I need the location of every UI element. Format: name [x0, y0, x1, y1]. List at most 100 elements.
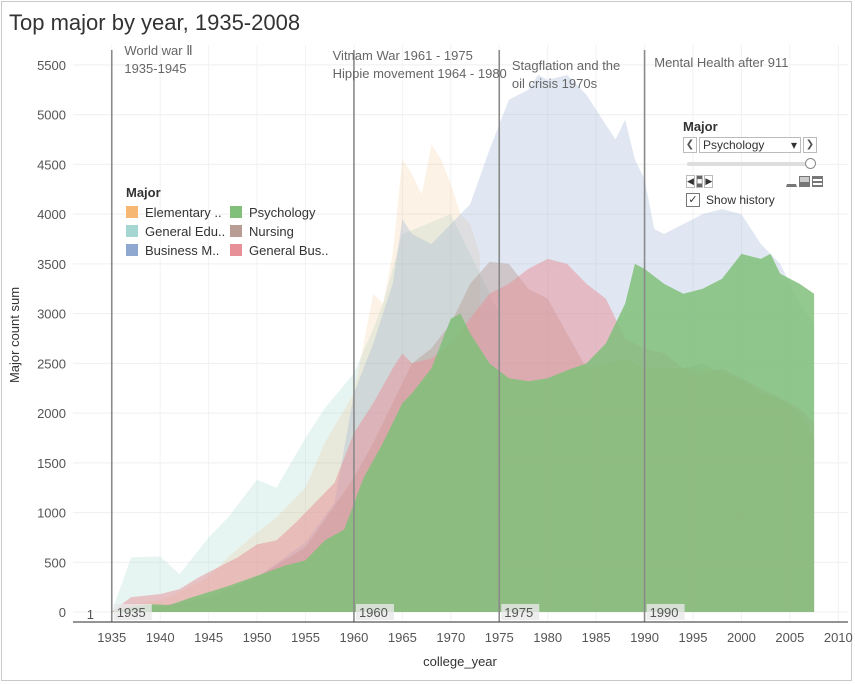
show-history-checkbox[interactable]: ✓ [686, 193, 700, 207]
y-tick-label: 500 [44, 555, 66, 570]
reference-label: 1990 [650, 605, 679, 620]
next-major-button[interactable]: ❯ [803, 137, 817, 153]
annotation-line: Hippie movement 1964 - 1980 [333, 66, 507, 81]
legend-label: General Bus.. [249, 242, 329, 258]
y-tick-label: 0 [59, 605, 66, 620]
playback-controls: ◀ ■ ▶ [686, 175, 824, 188]
annotation-line: oil crisis 1970s [512, 76, 598, 91]
y-tick-label: 2500 [37, 356, 66, 371]
legend-item[interactable]: Business M.. [126, 241, 230, 259]
reference-label: 1975 [504, 605, 533, 620]
legend-items: Elementary .. Psychology General Edu.. Nurs… [126, 203, 340, 259]
speed-fast-icon[interactable] [812, 176, 824, 187]
legend-item[interactable]: Psychology [230, 203, 340, 221]
y-tick-label: 5000 [37, 108, 66, 123]
major-dropdown[interactable]: Psychology ▾ [699, 137, 801, 153]
reference-label-bg [646, 604, 685, 620]
legend-title: Major [126, 185, 161, 200]
major-filter-panel: Major ❮ Psychology ▾ ❯ ◀ ■ ▶ ✓ Show hist… [683, 119, 824, 207]
x-tick-label: 2005 [775, 630, 804, 645]
x-tick-label: 2000 [727, 630, 756, 645]
reference-label-bg [113, 604, 152, 620]
annotation-line: Vitnam War 1961 - 1975 [333, 48, 473, 63]
speed-medium-icon[interactable] [799, 176, 811, 187]
playback-speed [786, 176, 824, 187]
legend-item[interactable]: General Edu.. [126, 222, 230, 240]
y-tick-label: 3000 [37, 307, 66, 322]
legend-swatch [230, 225, 242, 237]
annotation-text: Mental Health after 911 [654, 55, 788, 70]
y-tick-label: 4500 [37, 157, 66, 172]
x-tick-label: 1950 [243, 630, 272, 645]
legend-label: Nursing [249, 223, 294, 239]
x-tick-label: 1975 [485, 630, 514, 645]
reference-label-bg [501, 604, 540, 620]
y-tick-label: 2000 [37, 406, 66, 421]
step-back-button[interactable]: ◀ [686, 175, 695, 188]
x-tick-label: 1985 [582, 630, 611, 645]
x-tick-label: 2010 [824, 630, 853, 645]
x-tick-label: 1995 [679, 630, 708, 645]
x-tick-label: 1935 [97, 630, 126, 645]
reference-label: 1935 [117, 605, 146, 620]
area-series [111, 74, 815, 613]
x-tick-label: 1990 [630, 630, 659, 645]
area-series [111, 253, 815, 613]
filter-title: Major [683, 119, 718, 134]
legend-item[interactable]: General Bus.. [230, 241, 340, 259]
legend-label: General Edu.. [145, 223, 226, 239]
annotation-text: World war Ⅱ 1935-1945 [124, 43, 192, 76]
y-axis-title: Major count sum [7, 287, 22, 383]
legend-label: Psychology [249, 204, 316, 220]
chart-title: Top major by year, 1935-2008 [9, 10, 301, 35]
reference-lines: 1935 1960 1975 1990 [110, 50, 685, 622]
annotation-text: Stagflation and the oil crisis 1970s [512, 58, 620, 91]
legend-swatch [230, 206, 242, 218]
x-tick-label: 1960 [339, 630, 368, 645]
play-button[interactable]: ▶ [704, 175, 714, 188]
filter-row: ❮ Psychology ▾ ❯ [683, 137, 823, 153]
speed-slow-icon[interactable] [786, 176, 798, 187]
legend-swatch [230, 244, 242, 256]
annotation-text: Vitnam War 1961 - 1975 Hippie movement 19… [333, 48, 507, 81]
legend: Major Elementary .. Psychology General Edu… [126, 185, 340, 259]
x-tick-label: 1980 [533, 630, 562, 645]
axes: 0 500 1000 1500 2000 2500 3000 3500 4000 4500 5000… [7, 58, 853, 669]
legend-label: Business M.. [145, 242, 220, 258]
legend-item[interactable]: Elementary .. [126, 203, 230, 221]
previous-major-button[interactable]: ❮ [683, 137, 697, 153]
x-tick-label: 1970 [436, 630, 465, 645]
show-history-toggle[interactable]: ✓ Show history [686, 193, 823, 207]
legend-swatch [126, 225, 138, 237]
legend-item[interactable]: Nursing [230, 222, 340, 240]
annotation-line: Stagflation and the [512, 58, 620, 73]
legend-swatch [126, 244, 138, 256]
chevron-down-icon: ▾ [790, 138, 797, 152]
reference-label: 1960 [359, 605, 388, 620]
reference-label-bg [355, 604, 394, 620]
y-tick-label: 4000 [37, 207, 66, 222]
x-tick-label: 1965 [388, 630, 417, 645]
y-tick-label: 1500 [37, 456, 66, 471]
y-tick-label: 3500 [37, 257, 66, 272]
annotations: World war Ⅱ 1935-1945 Vitnam War 1961 - 19… [124, 43, 788, 91]
first-point-label: 1 [87, 607, 94, 622]
selected-major: Psychology [703, 138, 765, 152]
legend-swatch [126, 206, 138, 218]
y-tick-label: 5500 [37, 58, 66, 73]
major-slider[interactable] [687, 158, 816, 169]
annotation-line: World war Ⅱ [124, 43, 192, 58]
x-axis-title: college_year [423, 654, 497, 669]
annotation-line: 1935-1945 [124, 61, 186, 76]
x-tick-label: 1945 [194, 630, 223, 645]
stop-button[interactable]: ■ [695, 175, 704, 188]
x-tick-label: 1955 [291, 630, 320, 645]
x-tick-label: 1940 [146, 630, 175, 645]
slider-knob[interactable] [805, 158, 816, 169]
y-tick-label: 1000 [37, 506, 66, 521]
legend-label: Elementary .. [145, 204, 222, 220]
show-history-label: Show history [706, 193, 775, 207]
annotation-line: Mental Health after 911 [654, 55, 788, 70]
